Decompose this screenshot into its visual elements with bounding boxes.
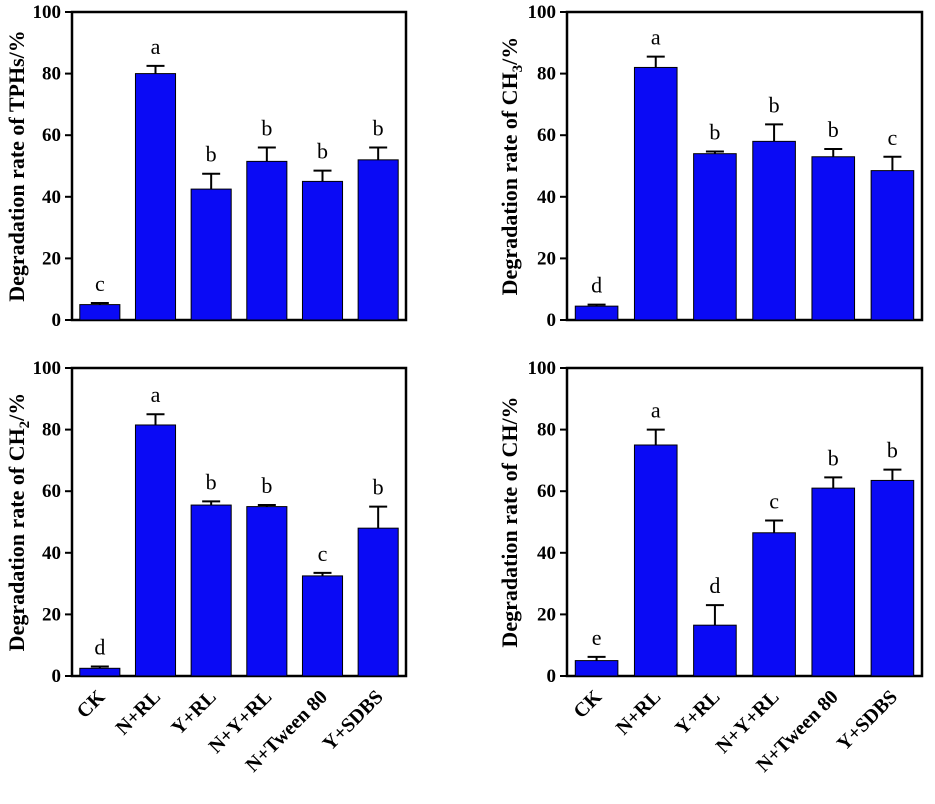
bar-n-tween-80 xyxy=(301,180,344,321)
y-tick-label: 0 xyxy=(52,310,62,331)
y-tick-label: 80 xyxy=(42,64,61,85)
significance-letter: c xyxy=(318,541,328,566)
y-axis-label: Degradation rate of CH/% xyxy=(497,396,522,647)
y-axis-label: Degradation rate of CH2/% xyxy=(4,393,33,652)
significance-letter: c xyxy=(769,488,779,513)
bar-n-tween-80 xyxy=(811,487,856,677)
y-tick-label: 40 xyxy=(42,543,61,564)
y-tick-label: 0 xyxy=(547,666,557,687)
plot-frame xyxy=(565,10,924,322)
x-tick-label: Y+SDBS xyxy=(833,686,902,755)
bar-y-sdbs xyxy=(357,159,399,321)
bar-n-y-rl xyxy=(246,506,288,677)
bar-ck xyxy=(574,305,619,321)
bar-n-tween-80 xyxy=(811,156,856,321)
significance-letter: b xyxy=(261,116,272,141)
y-tick-label: 100 xyxy=(528,358,557,379)
y-tick-label: 80 xyxy=(537,64,556,85)
bar-n-rl xyxy=(633,66,678,321)
bar-y-sdbs xyxy=(357,527,399,677)
significance-letter: c xyxy=(888,125,898,150)
y-tick-label: 100 xyxy=(528,2,557,23)
significance-letter: d xyxy=(591,273,602,298)
plot-frame xyxy=(70,366,408,678)
y-tick-label: 100 xyxy=(33,2,62,23)
bar-n-y-rl xyxy=(752,140,796,321)
significance-letter: d xyxy=(94,634,105,659)
plot-frame xyxy=(565,366,924,678)
y-tick-label: 80 xyxy=(42,420,61,441)
y-tick-label: 0 xyxy=(547,310,557,331)
bar-y-rl xyxy=(190,504,232,677)
x-tick-label: CK xyxy=(73,686,110,723)
bar-ck xyxy=(79,667,121,677)
significance-letter: a xyxy=(151,34,161,59)
y-tick-label: 60 xyxy=(42,481,61,502)
significance-letter: b xyxy=(887,438,898,463)
y-tick-label: 80 xyxy=(537,420,556,441)
y-tick-label: 60 xyxy=(537,125,556,146)
bar-ck xyxy=(574,660,619,677)
y-tick-label: 40 xyxy=(537,187,556,208)
plot-frame xyxy=(70,10,408,322)
x-tick-label: CK xyxy=(569,686,606,723)
x-tick-label: Y+RL xyxy=(167,686,220,739)
significance-letter: b xyxy=(206,469,217,494)
y-tick-label: 0 xyxy=(52,666,62,687)
y-tick-label: 20 xyxy=(537,604,556,625)
x-tick-label: N+RL xyxy=(612,686,665,739)
y-tick-label: 60 xyxy=(537,481,556,502)
y-tick-label: 20 xyxy=(42,248,61,269)
significance-letter: b xyxy=(828,445,839,470)
significance-letter: a xyxy=(151,382,161,407)
bar-y-sdbs xyxy=(870,170,915,321)
bar-n-y-rl xyxy=(246,160,288,321)
significance-letter: a xyxy=(651,25,661,50)
significance-letter: b xyxy=(709,120,720,145)
significance-letter: c xyxy=(95,271,105,296)
y-tick-label: 20 xyxy=(537,248,556,269)
significance-letter: a xyxy=(651,398,661,423)
significance-letter: b xyxy=(206,142,217,167)
y-tick-label: 20 xyxy=(42,604,61,625)
x-tick-label: Y+SDBS xyxy=(318,686,387,755)
y-axis-label: Degradation rate of TPHs/% xyxy=(4,30,29,302)
x-tick-label: Y+RL xyxy=(671,686,724,739)
bar-n-rl xyxy=(134,73,177,321)
significance-letter: e xyxy=(592,625,602,650)
y-tick-label: 100 xyxy=(33,358,62,379)
chart-panel-4: 0 20 40 60 80 100 Degradation rate of CH/% e CK a… xyxy=(497,358,924,776)
significance-letter: b xyxy=(828,117,839,142)
significance-letter: b xyxy=(317,139,328,164)
bar-ck xyxy=(79,304,121,321)
bar-n-y-rl xyxy=(752,532,796,677)
significance-letter: b xyxy=(373,116,384,141)
significance-letter: b xyxy=(769,92,780,117)
y-tick-label: 60 xyxy=(42,125,61,146)
y-axis-label: Degradation rate of CH3/% xyxy=(497,37,526,296)
x-tick-label: N+RL xyxy=(112,686,165,739)
bar-y-rl xyxy=(693,153,737,321)
y-tick-label: 40 xyxy=(537,543,556,564)
significance-letter: b xyxy=(373,475,384,500)
y-tick-label: 40 xyxy=(42,187,61,208)
bar-y-rl xyxy=(693,624,737,677)
bar-n-tween-80 xyxy=(301,575,344,677)
bar-n-rl xyxy=(633,444,678,677)
bar-y-sdbs xyxy=(870,479,915,677)
bar-n-rl xyxy=(134,424,177,677)
significance-letter: b xyxy=(261,473,272,498)
bar-y-rl xyxy=(190,188,232,321)
significance-letter: d xyxy=(709,573,720,598)
